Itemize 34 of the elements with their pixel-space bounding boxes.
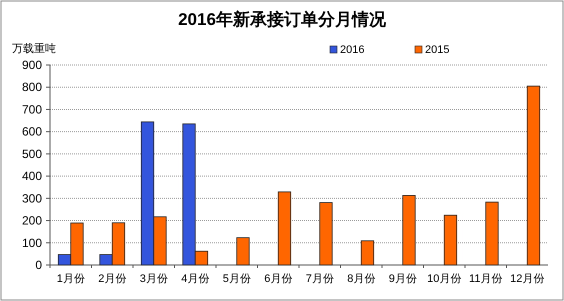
x-tick-label: 11月份 [469, 273, 502, 285]
x-tick-label: 5月份 [222, 273, 251, 285]
y-tick-label: 700 [22, 102, 42, 116]
x-tick-label: 4月份 [181, 273, 210, 285]
y-tick-label: 400 [22, 169, 42, 184]
y-tick-label: 0 [35, 258, 42, 272]
bar [444, 214, 458, 266]
x-tick-label: 2月份 [98, 273, 126, 285]
bar [278, 191, 292, 266]
bar [485, 202, 499, 266]
bar [319, 202, 333, 266]
x-tick-label: 7月份 [306, 273, 334, 285]
y-tick-label: 900 [22, 58, 42, 72]
x-tick-label: 12月份 [510, 273, 544, 285]
y-tick-label: 100 [22, 236, 42, 250]
y-tick-label: 500 [22, 146, 42, 161]
bar [236, 237, 250, 266]
y-tick-label: 200 [22, 214, 42, 228]
y-tick-label: 600 [22, 124, 42, 139]
bar [360, 240, 374, 266]
x-tick-label: 3月份 [140, 273, 168, 285]
bar [526, 86, 540, 266]
x-tick-label: 1月份 [56, 273, 85, 285]
y-tick-label: 800 [22, 80, 42, 94]
legend-label: 2016 [340, 44, 364, 56]
x-tick-label: 9月份 [388, 273, 417, 285]
x-tick-label: 8月份 [347, 273, 376, 285]
x-tick-label: 10月份 [427, 273, 462, 285]
y-tick-label: 300 [22, 191, 42, 206]
chart-title: 2016年新承接订单分月情况 [178, 10, 387, 29]
legend-label: 2015 [425, 44, 450, 56]
x-tick-label: 6月份 [264, 273, 292, 285]
bar [402, 195, 416, 266]
y-axis-title: 万载重吨 [12, 42, 56, 55]
